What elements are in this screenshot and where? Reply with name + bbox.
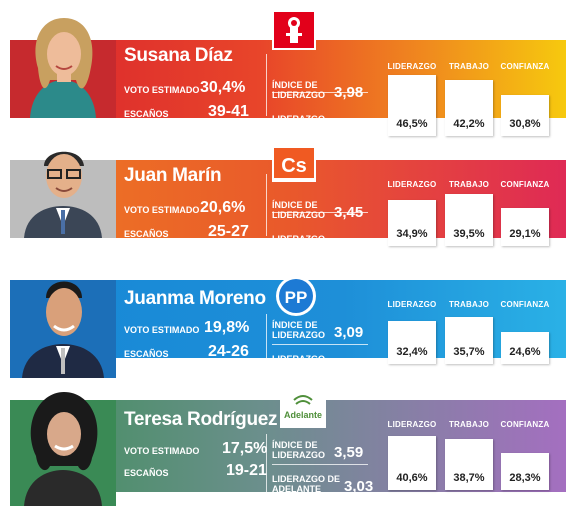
metric-box-confianza: 29,1% [501, 208, 549, 246]
psoe-rose-icon [272, 10, 316, 50]
metric-box-trabajo: 39,5% [445, 194, 493, 246]
metric-header-liderazgo: LIDERAZGO [387, 180, 437, 189]
candidate-name: Teresa Rodríguez [124, 409, 278, 430]
metric-value-trabajo: 39,5% [453, 228, 485, 240]
metric-box-liderazgo: 46,5% [388, 75, 436, 136]
divider [272, 92, 368, 93]
candidate-card: Juanma Moreno PP VOTO ESTIMADO 19,8% ESC… [10, 270, 566, 378]
metric-box-trabajo: 38,7% [445, 439, 493, 490]
divider [266, 314, 267, 376]
divider [266, 434, 267, 496]
metric-value-confianza: 30,8% [509, 118, 541, 130]
divider [272, 344, 368, 345]
index2-label: LIDERAZGO DEL PP [272, 354, 325, 374]
voto-estimado-label: VOTO ESTIMADO [124, 85, 200, 95]
metric-box-trabajo: 42,2% [445, 80, 493, 136]
escanos-label: ESCAÑOS [124, 229, 169, 239]
cs-logo: Cs [272, 142, 316, 182]
voto-estimado-value: 19,8% [204, 319, 250, 336]
pp-logo-text: PP [285, 288, 308, 307]
index2-value: 3,03 [344, 478, 374, 495]
escanos-label: ESCAÑOS [124, 468, 169, 478]
index2-value: 4,01 [334, 238, 364, 255]
metric-header-trabajo: TRABAJO [448, 300, 490, 309]
divider [266, 174, 267, 236]
metric-header-trabajo: TRABAJO [448, 62, 490, 71]
metric-header-trabajo: TRABAJO [448, 420, 490, 429]
voto-estimado-label: VOTO ESTIMADO [124, 446, 200, 456]
metric-box-confianza: 28,3% [501, 453, 549, 490]
index2-label: LIDERAZGO DE ADELANTE [272, 474, 341, 494]
index1-label: ÍNDICE DE LIDERAZGO [272, 320, 325, 340]
metric-header-liderazgo: LIDERAZGO [387, 420, 437, 429]
metric-value-trabajo: 38,7% [453, 472, 485, 484]
metric-header-liderazgo: LIDERAZGO [387, 62, 437, 71]
metric-header-confianza: CONFIANZA [500, 180, 550, 189]
metric-value-trabajo: 42,2% [453, 118, 485, 130]
escanos-value: 39-41 [208, 103, 249, 120]
metric-value-liderazgo: 32,4% [396, 346, 428, 358]
escanos-value: 19-21 [226, 462, 267, 479]
candidate-photo [10, 10, 116, 118]
metric-value-trabajo: 35,7% [453, 346, 485, 358]
candidate-photo [10, 130, 116, 238]
candidate-card: Juan Marín Cs VOTO ESTIMADO 20,6% ESCAÑO… [10, 130, 566, 255]
metric-box-confianza: 30,8% [501, 95, 549, 136]
index2-label: LIDERAZGO DEL PSOE [272, 114, 325, 134]
index1-label: ÍNDICE DE LIDERAZGO [272, 80, 325, 100]
pp-logo: PP [274, 274, 318, 318]
escanos-value: 25-27 [208, 223, 249, 240]
index1-value: 3,09 [334, 324, 364, 341]
divider [266, 54, 267, 116]
metric-box-confianza: 24,6% [501, 332, 549, 364]
index1-label: ÍNDICE DE LIDERAZGO [272, 200, 325, 220]
voto-estimado-label: VOTO ESTIMADO [124, 205, 200, 215]
metric-header-confianza: CONFIANZA [500, 62, 550, 71]
candidate-name: Juan Marín [124, 165, 222, 186]
metric-value-liderazgo: 46,5% [396, 118, 428, 130]
metric-value-confianza: 29,1% [509, 228, 541, 240]
escanos-label: ESCAÑOS [124, 349, 169, 359]
metric-header-trabajo: TRABAJO [448, 180, 490, 189]
cs-logo-text: Cs [281, 155, 307, 177]
index1-value: 3,59 [334, 444, 364, 461]
index1-label: ÍNDICE DE LIDERAZGO [272, 440, 325, 460]
metric-value-liderazgo: 40,6% [396, 472, 428, 484]
metric-header-confianza: CONFIANZA [500, 300, 550, 309]
escanos-label: ESCAÑOS [124, 109, 169, 119]
metric-value-confianza: 28,3% [509, 472, 541, 484]
voto-estimado-label: VOTO ESTIMADO [124, 325, 200, 335]
divider [272, 464, 368, 465]
voto-estimado-value: 20,6% [200, 199, 246, 216]
escanos-value: 24-26 [208, 343, 249, 360]
metric-box-liderazgo: 34,9% [388, 200, 436, 246]
voto-estimado-value: 17,5% [222, 440, 268, 457]
metric-box-liderazgo: 32,4% [388, 321, 436, 364]
index2-value: 4,07 [334, 118, 364, 135]
candidate-card: Susana Díaz VOTO ESTIMADO 30,4% ESCAÑOS … [10, 10, 566, 135]
metric-box-liderazgo: 40,6% [388, 436, 436, 490]
index2-label: LIDERAZGO DE CS [272, 234, 325, 254]
metric-value-confianza: 24,6% [509, 346, 541, 358]
metric-header-confianza: CONFIANZA [500, 420, 550, 429]
metric-value-liderazgo: 34,9% [396, 228, 428, 240]
adelante-logo-text: Adelante [284, 410, 322, 420]
adelante-logo: Adelante [280, 390, 326, 428]
candidate-photo [10, 270, 116, 378]
candidate-name: Juanma Moreno [124, 288, 266, 309]
metric-box-trabajo: 35,7% [445, 317, 493, 364]
metric-header-liderazgo: LIDERAZGO [387, 300, 437, 309]
candidate-name: Susana Díaz [124, 45, 233, 66]
candidate-photo [10, 386, 116, 506]
voto-estimado-value: 30,4% [200, 79, 246, 96]
divider [272, 212, 368, 213]
index2-value: 3,36 [334, 358, 364, 375]
